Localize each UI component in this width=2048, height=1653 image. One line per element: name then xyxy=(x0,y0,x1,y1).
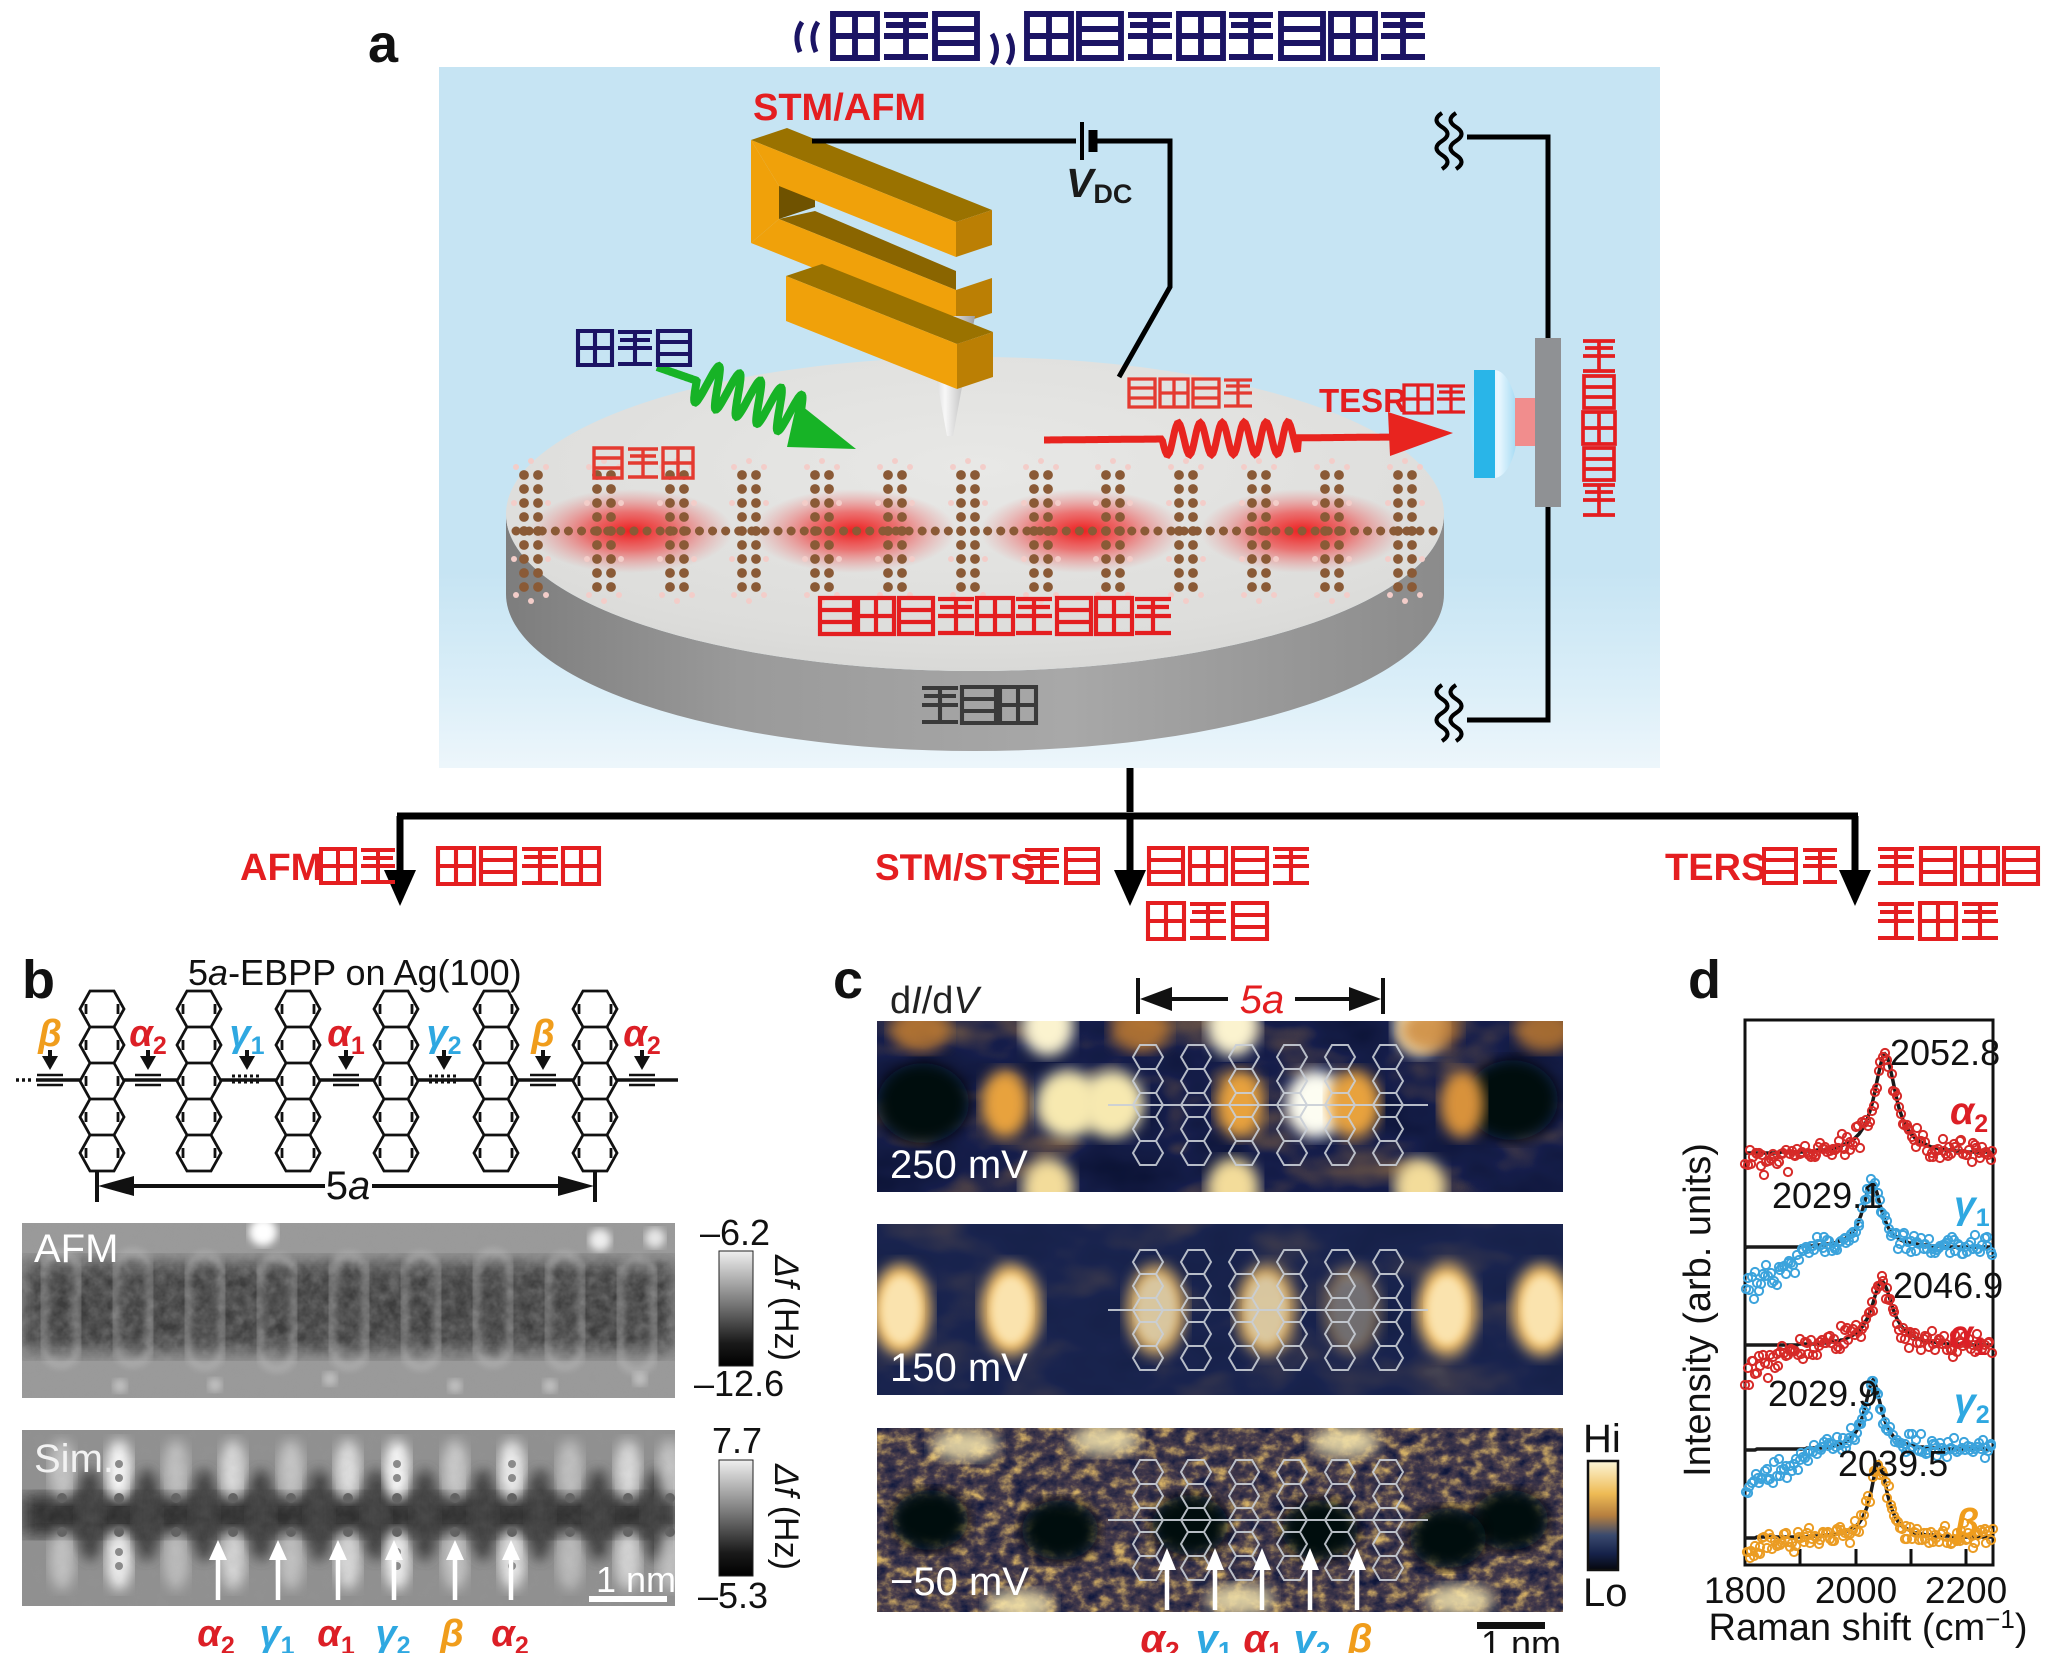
svg-text:β: β xyxy=(1954,1502,1979,1545)
svg-text:5a: 5a xyxy=(326,1164,371,1208)
svg-text:2039.5: 2039.5 xyxy=(1838,1443,1948,1484)
svg-text:d: d xyxy=(1688,950,1721,1010)
svg-text:Hi: Hi xyxy=(1583,1417,1621,1461)
svg-text:Δf (Hz): Δf (Hz) xyxy=(767,1254,805,1361)
svg-text:β: β xyxy=(530,1013,555,1055)
svg-text:5a: 5a xyxy=(1240,978,1285,1022)
svg-text:STM/STS: STM/STS xyxy=(875,847,1035,888)
svg-text:VDC: VDC xyxy=(1066,160,1132,209)
svg-text:γ1: γ1 xyxy=(259,1613,294,1653)
svg-text:Lo: Lo xyxy=(1583,1571,1628,1615)
svg-text:TERS: TERS xyxy=(1665,847,1766,889)
svg-text:2000: 2000 xyxy=(1815,1570,1897,1611)
svg-text:Δf (Hz): Δf (Hz) xyxy=(767,1463,805,1570)
svg-text:β: β xyxy=(1347,1617,1373,1653)
svg-text:1 nm: 1 nm xyxy=(1481,1623,1561,1653)
svg-text:Intensity (arb. units): Intensity (arb. units) xyxy=(1677,1143,1719,1477)
svg-text:2046.9: 2046.9 xyxy=(1893,1265,2003,1306)
svg-text:β: β xyxy=(439,1613,464,1653)
svg-text:β: β xyxy=(37,1013,62,1055)
svg-text:Sim.: Sim. xyxy=(34,1437,114,1481)
svg-text:–6.2: –6.2 xyxy=(700,1212,770,1253)
svg-text:2052.8: 2052.8 xyxy=(1890,1032,2000,1073)
svg-text:dI/dV: dI/dV xyxy=(890,980,982,1022)
svg-text:7.7: 7.7 xyxy=(712,1420,762,1461)
svg-text:2200: 2200 xyxy=(1925,1570,2007,1611)
svg-text:2029.1: 2029.1 xyxy=(1772,1175,1882,1216)
svg-text:5a-EBPP on Ag(100): 5a-EBPP on Ag(100) xyxy=(188,952,522,993)
svg-text:150 mV: 150 mV xyxy=(890,1346,1028,1390)
svg-text:γ2: γ2 xyxy=(1954,1381,1990,1429)
svg-text:TESR: TESR xyxy=(1319,382,1407,419)
svg-text:−50 mV: −50 mV xyxy=(890,1560,1029,1604)
svg-text:2029.9: 2029.9 xyxy=(1768,1373,1878,1414)
svg-text:c: c xyxy=(833,950,863,1010)
svg-text:–12.6: –12.6 xyxy=(694,1363,784,1404)
svg-text:a: a xyxy=(368,14,399,74)
svg-text:1 nm: 1 nm xyxy=(596,1559,676,1600)
svg-text:250 mV: 250 mV xyxy=(890,1143,1028,1187)
svg-text:Raman shift (cm−1): Raman shift (cm−1) xyxy=(1709,1604,2028,1649)
svg-text:STM/AFM: STM/AFM xyxy=(753,87,926,129)
svg-text:1800: 1800 xyxy=(1704,1570,1786,1611)
svg-text:–5.3: –5.3 xyxy=(698,1575,768,1616)
svg-text:AFM: AFM xyxy=(240,847,322,889)
svg-text:AFM: AFM xyxy=(34,1227,118,1271)
svg-text:b: b xyxy=(22,950,55,1010)
